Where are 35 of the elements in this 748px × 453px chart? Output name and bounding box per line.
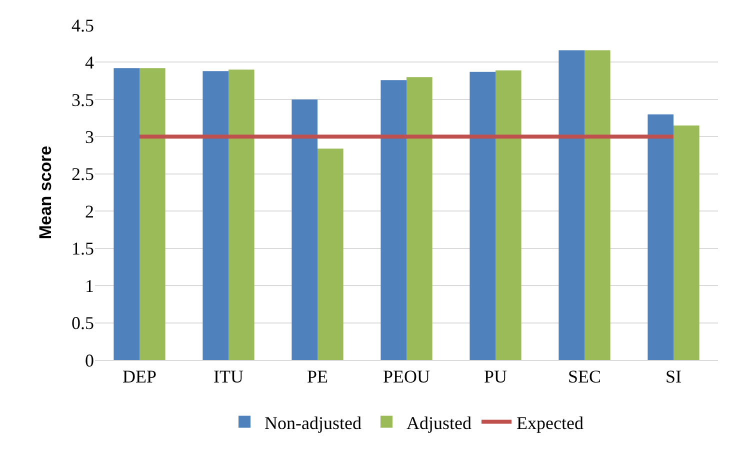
bar	[202, 71, 228, 360]
legend-label: Expected	[516, 412, 584, 433]
bar	[318, 148, 344, 360]
bar	[648, 114, 674, 360]
x-tick-label: ITU	[214, 366, 244, 387]
y-axis-title: Mean score	[36, 146, 56, 240]
y-tick-label: 4	[85, 52, 94, 73]
bar	[406, 77, 432, 360]
y-tick-label: 2.5	[72, 164, 94, 184]
y-tick-label: 1	[85, 276, 94, 296]
x-tick-label: DEP	[122, 366, 157, 387]
y-tick-label: 2	[85, 201, 94, 222]
bar	[674, 126, 700, 360]
bar	[496, 70, 522, 360]
bar	[470, 72, 496, 360]
bar	[292, 99, 318, 360]
legend-label: Adjusted	[406, 412, 472, 433]
y-tick-label: 0	[85, 350, 94, 370]
y-tick-label: 0.5	[72, 313, 94, 334]
y-tick-label: 3.5	[72, 90, 94, 110]
bar	[558, 50, 584, 360]
y-tick-label: 1.5	[72, 238, 94, 259]
x-tick-label: PU	[484, 366, 508, 387]
bar	[114, 68, 140, 360]
bar	[584, 50, 610, 360]
x-tick-label: PEOU	[382, 366, 430, 387]
y-tick-label: 4.5	[72, 15, 94, 36]
bar	[140, 68, 166, 360]
x-tick-label: PE	[306, 366, 328, 387]
bar	[380, 80, 406, 360]
legend-label: Non-adjusted	[264, 412, 362, 433]
bar	[228, 70, 254, 360]
x-tick-label: SI	[665, 366, 682, 387]
y-tick-label: 3	[85, 126, 94, 147]
x-tick-label: SEC	[568, 366, 602, 387]
